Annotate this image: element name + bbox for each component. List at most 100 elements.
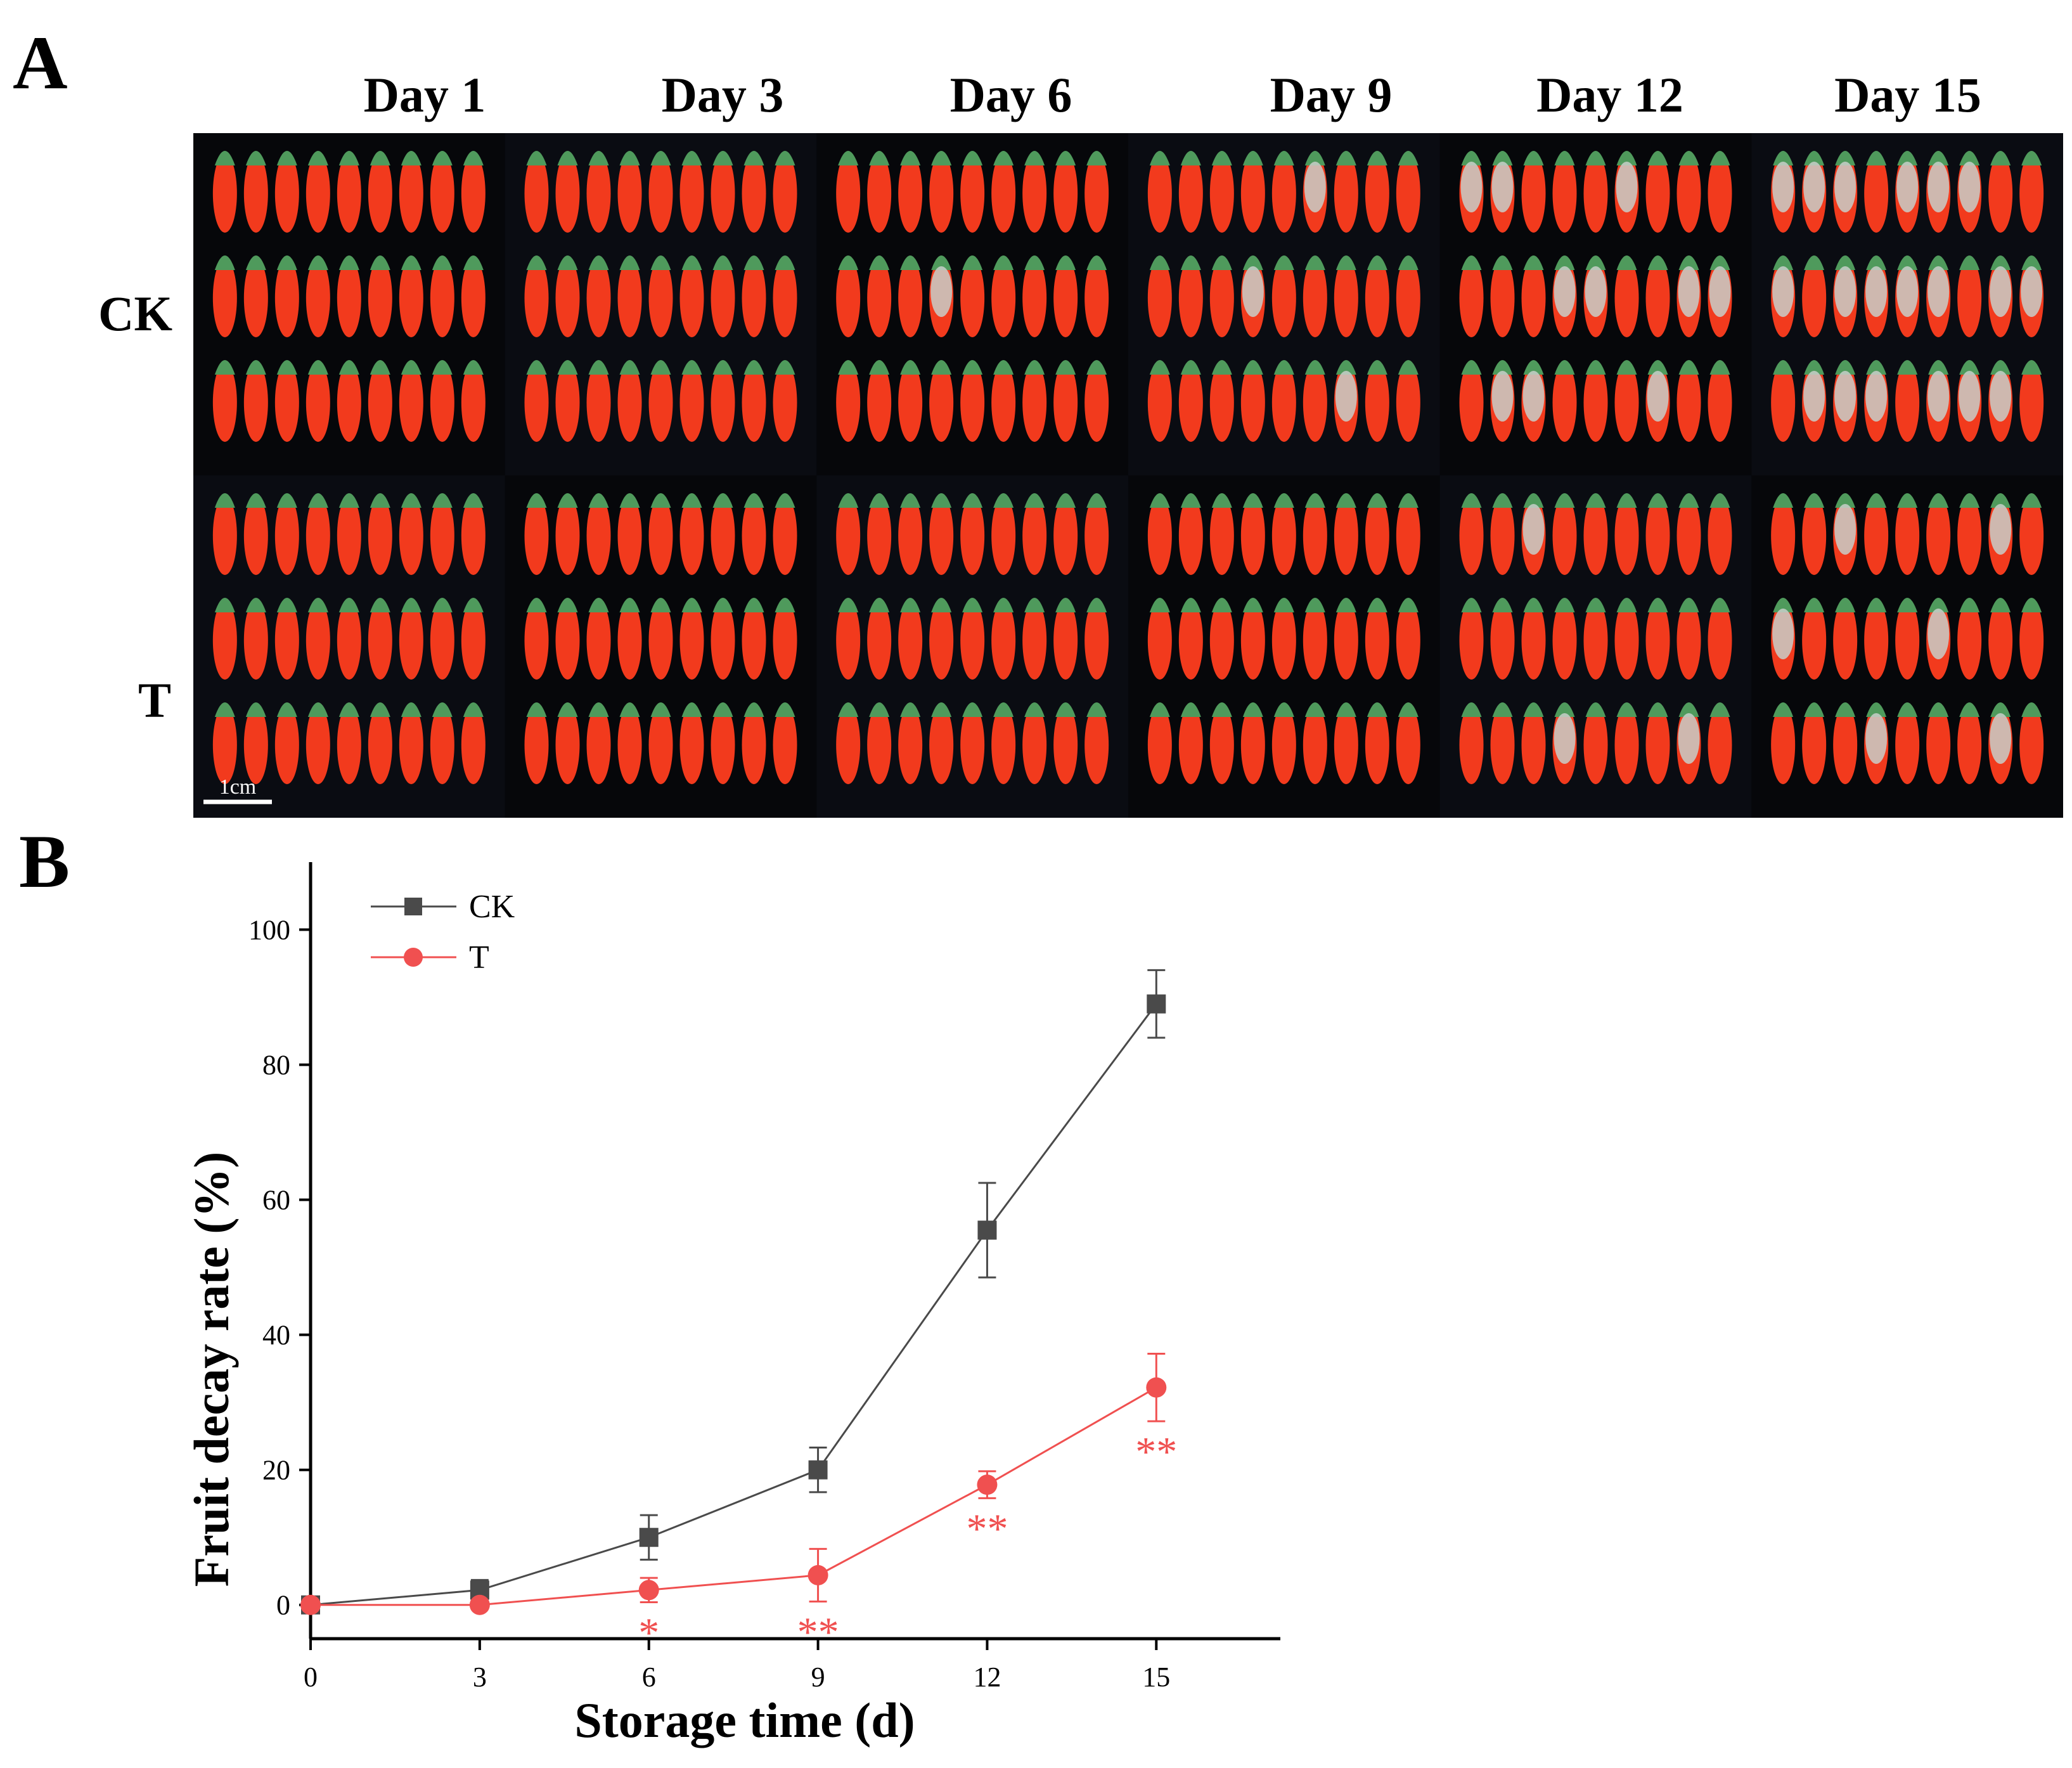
fruit	[773, 493, 797, 575]
fruit-body	[711, 601, 735, 680]
fruit	[1833, 255, 1858, 337]
fruit-calyx	[1024, 255, 1045, 270]
fruit-body	[1396, 601, 1420, 680]
fruit-calyx	[838, 151, 859, 165]
fruit	[274, 702, 299, 784]
fruit-calyx	[1492, 598, 1513, 612]
mold-patch	[1678, 266, 1700, 317]
fruit-calyx	[1024, 702, 1045, 717]
fruit	[773, 702, 797, 784]
fruit-body	[679, 706, 704, 784]
fruit-body	[742, 259, 766, 337]
fruit-calyx	[588, 255, 609, 270]
fruit-calyx	[1367, 255, 1387, 270]
fruit-body	[461, 601, 486, 680]
fruit-body	[2019, 496, 2044, 575]
fruit-calyx	[1990, 360, 2011, 375]
fruit-body	[617, 363, 642, 442]
fruit	[1459, 255, 1484, 337]
fruit	[773, 151, 797, 233]
fruit-calyx	[1585, 255, 1606, 270]
row-label-t: T	[138, 673, 172, 728]
fruit-body	[1365, 259, 1389, 337]
legend-marker	[404, 898, 422, 915]
fruit	[1147, 702, 1172, 784]
fruit	[1864, 151, 1889, 233]
fruit-calyx	[1616, 255, 1637, 270]
fruit	[399, 598, 423, 680]
fruit-body	[617, 154, 642, 233]
fruit-body	[1084, 154, 1109, 233]
fruit-calyx	[681, 360, 702, 375]
fruit-calyx	[1554, 360, 1575, 375]
fruit	[1084, 151, 1109, 233]
fruit-calyx	[712, 702, 733, 717]
fruit	[586, 360, 611, 442]
fruit-body	[1365, 706, 1389, 784]
fruit-body	[1552, 363, 1577, 442]
fruit-body	[337, 259, 361, 337]
y-axis-label: Fruit decay rate (%)	[184, 1152, 239, 1587]
fruit-body	[1147, 706, 1172, 784]
fruit	[2019, 151, 2044, 233]
fruit-body	[1334, 259, 1358, 337]
fruit-calyx	[1149, 151, 1170, 165]
panel-b-letter: B	[19, 819, 70, 903]
fruit-body	[1645, 496, 1670, 575]
fruit-calyx	[931, 598, 952, 612]
fruit-calyx	[463, 702, 484, 717]
fruit-body	[1833, 601, 1858, 680]
mold-patch	[1772, 162, 1794, 212]
fruit	[929, 598, 954, 680]
fruit	[1396, 598, 1420, 680]
fruit-body	[648, 154, 673, 233]
fruit	[1988, 151, 2013, 233]
fruit-calyx	[1273, 493, 1294, 508]
photo-cell-ck-2	[505, 133, 817, 475]
fruit-calyx	[869, 255, 890, 270]
fruit	[430, 255, 454, 337]
fruit-calyx	[900, 598, 921, 612]
fruit-calyx	[1492, 151, 1513, 165]
fruit-calyx	[1959, 151, 1980, 165]
fruit-body	[960, 259, 985, 337]
fruit-calyx	[1273, 598, 1294, 612]
fruit	[1833, 360, 1858, 442]
fruit-calyx	[401, 493, 421, 508]
fruit	[586, 598, 611, 680]
fruit-calyx	[2021, 255, 2042, 270]
fruit	[1521, 598, 1546, 680]
fruit-body	[2019, 154, 2044, 233]
fruit-body	[1022, 259, 1047, 337]
fruit-body	[1209, 259, 1234, 337]
fruit	[555, 151, 580, 233]
fruit-calyx	[1678, 151, 1699, 165]
fruit	[1396, 702, 1420, 784]
fruit	[1708, 360, 1732, 442]
fruit-calyx	[1180, 151, 1201, 165]
fruit-body	[1957, 496, 1982, 575]
fruit-calyx	[1897, 360, 1918, 375]
fruit-calyx	[276, 360, 297, 375]
fruit-calyx	[993, 598, 1014, 612]
fruit-calyx	[1990, 151, 2011, 165]
fruit	[1988, 255, 2013, 337]
fruit	[555, 255, 580, 337]
fruit	[461, 360, 486, 442]
fruit-calyx	[1211, 255, 1232, 270]
fruit-calyx	[1149, 702, 1170, 717]
fruit	[773, 598, 797, 680]
fruit-calyx	[557, 702, 578, 717]
fruit-body	[1178, 259, 1203, 337]
photo-cell-t-2	[505, 475, 817, 818]
fruit-calyx	[1086, 493, 1107, 508]
fruit	[1521, 151, 1546, 233]
fruit	[1771, 255, 1796, 337]
fruit-calyx	[1678, 598, 1699, 612]
legend-marker	[404, 948, 423, 967]
fruit-calyx	[1024, 493, 1045, 508]
fruit	[1895, 151, 1920, 233]
fruit-body	[368, 496, 392, 575]
fruit	[1178, 360, 1203, 442]
fruit-calyx	[775, 598, 795, 612]
